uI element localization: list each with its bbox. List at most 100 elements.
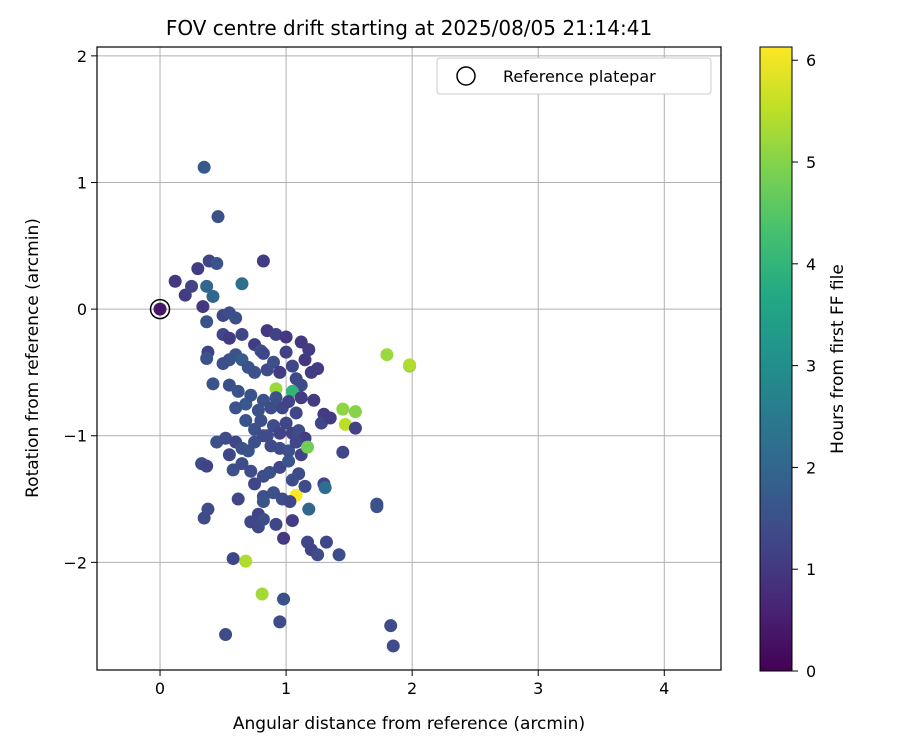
- data-point: [256, 495, 270, 509]
- data-point: [403, 358, 417, 372]
- data-point: [229, 401, 243, 415]
- grid: [97, 47, 721, 670]
- data-point: [211, 210, 225, 224]
- data-point: [302, 343, 316, 357]
- data-point: [319, 535, 333, 549]
- colorbar-tick-label: 0: [806, 662, 816, 681]
- y-tick-label: −1: [63, 427, 87, 446]
- data-point: [200, 352, 214, 365]
- x-axis-label: Angular distance from reference (arcmin): [233, 714, 585, 734]
- reference-marker-layer: [149, 298, 171, 320]
- data-point: [200, 459, 214, 473]
- data-point: [200, 279, 214, 293]
- data-point: [311, 548, 325, 562]
- data-point: [273, 615, 287, 629]
- y-tick-label: −2: [63, 553, 87, 572]
- colorbar-label: Hours from first FF file: [828, 264, 848, 454]
- data-point: [370, 500, 384, 514]
- data-point: [279, 416, 293, 430]
- data-point: [282, 395, 296, 409]
- data-point: [231, 384, 245, 398]
- data-point: [191, 262, 205, 276]
- y-tick-label: 2: [77, 47, 87, 66]
- data-point: [298, 479, 312, 493]
- data-point: [256, 346, 270, 360]
- data-point: [282, 444, 296, 458]
- data-point: [239, 554, 253, 568]
- x-tick-label: 2: [407, 679, 417, 698]
- data-point: [277, 531, 291, 545]
- data-point: [206, 377, 220, 391]
- data-point: [256, 254, 270, 268]
- data-point: [336, 402, 350, 416]
- data-point: [256, 512, 270, 526]
- data-point: [273, 365, 287, 379]
- data-point: [235, 277, 249, 291]
- data-point: [283, 495, 297, 509]
- data-point: [244, 388, 258, 402]
- data-point: [269, 517, 283, 531]
- data-point: [256, 429, 270, 443]
- data-point: [311, 362, 325, 376]
- legend-box: [436, 57, 712, 95]
- plot-frame: [96, 46, 722, 671]
- data-point: [235, 457, 249, 471]
- data-point: [292, 467, 306, 481]
- y-axis-ticks: 2 1 0 −1 −2: [63, 47, 97, 572]
- data-point: [231, 492, 245, 506]
- data-points: [153, 160, 417, 653]
- data-point: [289, 435, 303, 449]
- x-tick-label: 1: [281, 679, 291, 698]
- data-point: [348, 405, 362, 419]
- data-point: [273, 426, 287, 440]
- data-point: [279, 345, 293, 359]
- colorbar-tick-label: 4: [806, 255, 816, 274]
- data-point: [239, 414, 253, 428]
- data-point: [206, 289, 220, 303]
- data-point: [219, 628, 233, 642]
- y-tick-label: 0: [77, 300, 87, 319]
- data-point: [196, 300, 210, 314]
- data-point: [229, 311, 243, 325]
- data-point: [269, 327, 283, 341]
- data-point: [338, 417, 352, 431]
- data-point: [307, 393, 321, 407]
- data-point: [318, 481, 332, 495]
- colorbar-tick-label: 5: [806, 153, 816, 172]
- data-point: [210, 257, 224, 271]
- data-point: [248, 477, 262, 491]
- colorbar: 0 1 2 3 4 5 6 Hours from first FF file: [759, 46, 848, 681]
- data-point: [384, 619, 398, 633]
- data-point: [222, 331, 236, 345]
- data-point: [254, 414, 268, 428]
- data-point: [197, 160, 211, 174]
- colorbar-gradient: [759, 46, 793, 672]
- data-point: [168, 274, 182, 288]
- data-point: [302, 502, 316, 516]
- reference-platepar-marker: [149, 298, 171, 320]
- data-point: [185, 279, 199, 293]
- data-point: [294, 391, 308, 405]
- data-point: [298, 353, 312, 367]
- legend-entry-label: Reference platepar: [503, 67, 656, 86]
- data-point: [235, 327, 249, 341]
- data-point: [332, 548, 346, 562]
- data-point: [197, 511, 211, 525]
- data-point: [277, 592, 291, 606]
- colorbar-tick-label: 3: [806, 357, 816, 376]
- data-point: [226, 552, 240, 566]
- data-point: [266, 355, 280, 369]
- legend-marker-icon: [456, 66, 476, 86]
- legend: Reference platepar: [436, 57, 712, 95]
- data-point: [244, 464, 258, 478]
- data-point: [251, 403, 265, 417]
- data-point: [222, 448, 236, 462]
- colorbar-tick-label: 6: [806, 51, 816, 70]
- data-point: [279, 330, 293, 344]
- data-point: [153, 302, 167, 316]
- data-point: [282, 454, 296, 468]
- y-axis-label: Rotation from reference (arcmin): [23, 218, 43, 498]
- x-axis-ticks: 0 1 2 3 4: [155, 670, 669, 698]
- x-tick-label: 3: [533, 679, 543, 698]
